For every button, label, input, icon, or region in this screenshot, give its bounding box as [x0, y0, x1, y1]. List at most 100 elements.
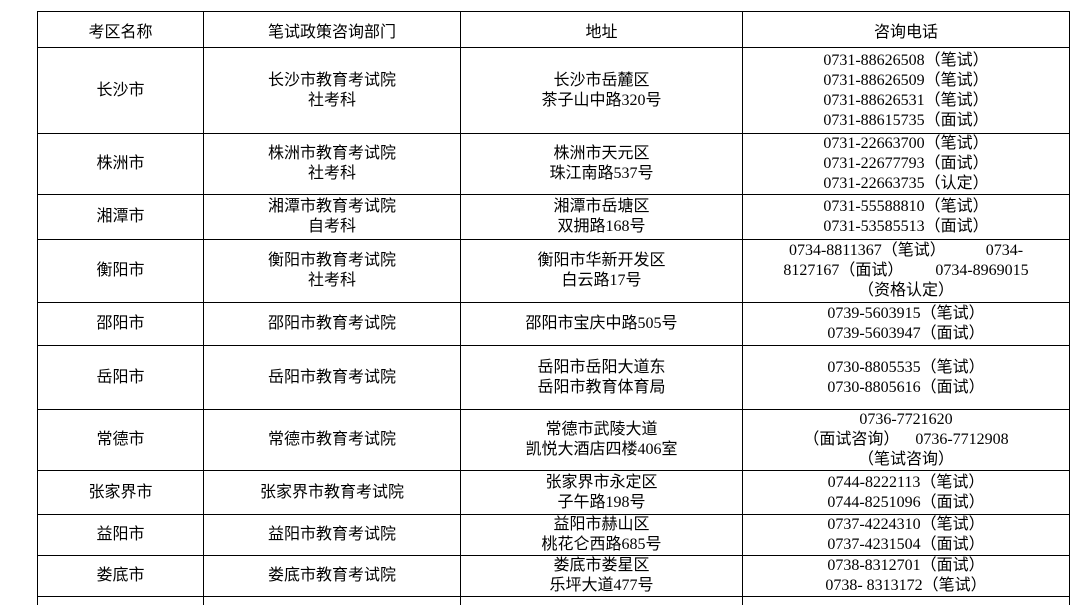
phones-cell-line: 0731-88615735（面试）: [823, 111, 989, 129]
table-row: 湘潭市 湘潭市教育考试院 自考科 湘潭市岳塘区 双拥路168号 0731-55588810…: [37, 194, 1070, 240]
department-cell: 株洲市教育考试院 社考科: [203, 133, 461, 195]
region-cell-line: 湘潭市: [96, 208, 145, 225]
address-cell-line: 珠江南路537号: [549, 165, 654, 182]
department-cell-line: 益阳市教育考试院: [267, 526, 396, 543]
address-cell: 株洲市天元区 珠江南路537号: [460, 133, 743, 195]
department-cell-line: 自考科: [307, 218, 356, 235]
column-header-region: 考区名称: [37, 11, 204, 48]
region-cell: 株洲市: [37, 133, 204, 195]
address-cell-line: 茶子山中路320号: [541, 91, 662, 109]
department-cell: 常德市教育考试院: [203, 409, 461, 471]
phones-cell-line: 0731-22663735（认定）: [823, 175, 989, 192]
region-cell: 益阳市: [37, 514, 204, 556]
address-cell: 益阳市赫山区 桃花仑西路685号: [460, 514, 743, 556]
phones-cell-line: 0738-8312701（面试）: [827, 557, 985, 574]
table-row: 邵阳市 邵阳市教育考试院 邵阳市宝庆中路505号 0739-5603915（笔试） 07…: [37, 302, 1070, 346]
department-cell: 衡阳市教育考试院 社考科: [203, 239, 461, 303]
phones-cell-line: 0731-22663700（笔试）: [823, 135, 989, 152]
phones-cell-line: 0736-7721620: [859, 411, 953, 428]
phones-cell-line: 0744-8251096（面试）: [827, 493, 985, 511]
region-cell-line: 衡阳市: [96, 262, 145, 279]
phones-cell: 0730-8805535（笔试） 0730-8805616（面试）: [742, 345, 1070, 410]
department-cell-line: 株洲市教育考试院: [267, 145, 396, 162]
address-cell-line: 桃花仑西路685号: [541, 536, 662, 553]
address-cell-line: 乐坪大道477号: [549, 577, 654, 594]
region-cell: 娄底市: [37, 555, 204, 597]
phones-cell: 0734-8811367（笔试） 0734- 8127167（面试） 0734-8…: [742, 239, 1070, 303]
address-cell-line: 湘潭市岳塘区: [553, 198, 650, 215]
region-cell: 常德市: [37, 409, 204, 471]
address-cell-line: 张家界市永定区: [545, 473, 658, 491]
phones-cell-line: 0739-5603947（面试）: [827, 325, 985, 342]
phones-cell: 0738-8312701（面试） 0738- 8313172（笔试）: [742, 555, 1070, 597]
phones-cell-line: 8127167（面试） 0734-8969015: [783, 262, 1029, 279]
department-cell-line: 社考科: [307, 272, 356, 289]
region-cell-line: 邵阳市: [96, 315, 145, 332]
table-row: 常德市 常德市教育考试院 常德市武陵大道凯悦大酒店四楼406室 0736-772162…: [37, 409, 1070, 471]
address-cell-line: 娄底市娄星区: [553, 557, 650, 574]
department-cell: 娄底市教育考试院: [203, 555, 461, 597]
address-cell-line: 益阳市赫山区: [553, 516, 650, 533]
phones-cell-line: 0730-8805535（笔试）: [827, 358, 985, 376]
address-cell-line: 长沙市岳麓区: [553, 71, 650, 89]
column-header-department: 笔试政策咨询部门: [203, 11, 461, 48]
address-cell: 娄底市娄星区 乐坪大道477号: [460, 555, 743, 597]
department-cell-line: 娄底市教育考试院: [267, 567, 396, 584]
phones-cell-line: 0738- 8313172（笔试）: [825, 577, 987, 594]
department-cell-line: 社考科: [307, 91, 356, 109]
address-cell-line: 岳阳市教育体育局: [537, 378, 666, 396]
region-cell: 长沙市: [37, 47, 204, 134]
region-cell-line: 娄底市: [96, 567, 145, 584]
phones-cell: 0736-7721620 （面试咨询） 0736-7712908 （笔试咨询）: [742, 409, 1070, 471]
phones-cell-line: 0731-55588810（笔试）: [823, 198, 989, 215]
region-cell-line: 张家界市: [88, 483, 153, 501]
department-cell: 邵阳市教育考试院: [203, 302, 461, 346]
address-cell-line: 株洲市天元区: [553, 145, 650, 162]
address-cell: 湘潭市岳塘区 双拥路168号: [460, 194, 743, 240]
column-header-address: 地址: [460, 11, 743, 48]
phones-cell-line: （面试咨询） 0736-7712908: [803, 431, 1009, 448]
empty-cell: [37, 596, 204, 605]
address-cell-line: 常德市武陵大道: [545, 421, 658, 438]
phones-cell-line: 0737-4224310（笔试）: [827, 516, 985, 533]
region-cell-line: 岳阳市: [96, 368, 145, 386]
phones-cell: 0731-88626508（笔试） 0731-88626509（笔试） 0731-8…: [742, 47, 1070, 134]
region-cell: 衡阳市: [37, 239, 204, 303]
address-cell-line: 子午路198号: [557, 493, 646, 511]
table-row: 衡阳市 衡阳市教育考试院 社考科 衡阳市华新开发区 白云路17号 0734-8811367…: [37, 239, 1070, 303]
empty-cell: [742, 596, 1070, 605]
header-row: 考区名称 笔试政策咨询部门 地址 咨询电话: [37, 11, 1070, 48]
table-row: 岳阳市 岳阳市教育考试院 岳阳市岳阳大道东 岳阳市教育体育局 0730-8805535（…: [37, 345, 1070, 410]
column-header-phones: 咨询电话: [742, 11, 1070, 48]
table-row: 株洲市 株洲市教育考试院 社考科 株洲市天元区 珠江南路537号 0731-2266370…: [37, 133, 1070, 195]
address-cell-line: 凯悦大酒店四楼406室: [525, 441, 678, 458]
phones-cell-line: 0739-5603915（笔试）: [827, 305, 985, 322]
phones-cell: 0739-5603915（笔试） 0739-5603947（面试）: [742, 302, 1070, 346]
phones-cell-line: 0731-53585513（面试）: [823, 218, 989, 235]
department-cell-line: 常德市教育考试院: [267, 431, 396, 448]
department-cell: 长沙市教育考试院 社考科: [203, 47, 461, 134]
region-cell: 湘潭市: [37, 194, 204, 240]
table-row: 娄底市 娄底市教育考试院 娄底市娄星区 乐坪大道477号 0738-8312701（面试…: [37, 555, 1070, 597]
phones-cell-line: 0731-88626531（笔试）: [823, 91, 989, 109]
department-cell-line: 邵阳市教育考试院: [267, 315, 396, 332]
empty-cell: [203, 596, 461, 605]
department-cell-line: 衡阳市教育考试院: [267, 252, 396, 269]
address-cell: 衡阳市华新开发区 白云路17号: [460, 239, 743, 303]
table-row: 张家界市 张家界市教育考试院 张家界市永定区 子午路198号 0744-8222113（…: [37, 470, 1070, 515]
phones-cell: 0737-4224310（笔试） 0737-4231504（面试）: [742, 514, 1070, 556]
table-body: 长沙市 长沙市教育考试院 社考科 长沙市岳麓区 茶子山中路320号 0731-886265…: [37, 47, 1070, 605]
phones-cell-line: 0744-8222113（笔试）: [827, 473, 985, 491]
region-cell-line: 长沙市: [96, 81, 145, 99]
region-cell-line: 常德市: [96, 431, 145, 448]
phones-cell-line: 0731-22677793（面试）: [823, 155, 989, 172]
department-cell: 张家界市教育考试院: [203, 470, 461, 515]
region-cell-line: 益阳市: [96, 526, 145, 543]
region-cell: 岳阳市: [37, 345, 204, 410]
address-cell: 岳阳市岳阳大道东 岳阳市教育体育局: [460, 345, 743, 410]
phones-cell-line: 0734-8811367（笔试） 0734-: [788, 242, 1024, 259]
phones-cell-line: 0737-4231504（面试）: [827, 536, 985, 553]
phones-cell: 0731-22663700（笔试） 0731-22677793（面试） 0731-2…: [742, 133, 1070, 195]
address-cell: 长沙市岳麓区 茶子山中路320号: [460, 47, 743, 134]
department-cell-line: 张家界市教育考试院: [259, 483, 404, 501]
